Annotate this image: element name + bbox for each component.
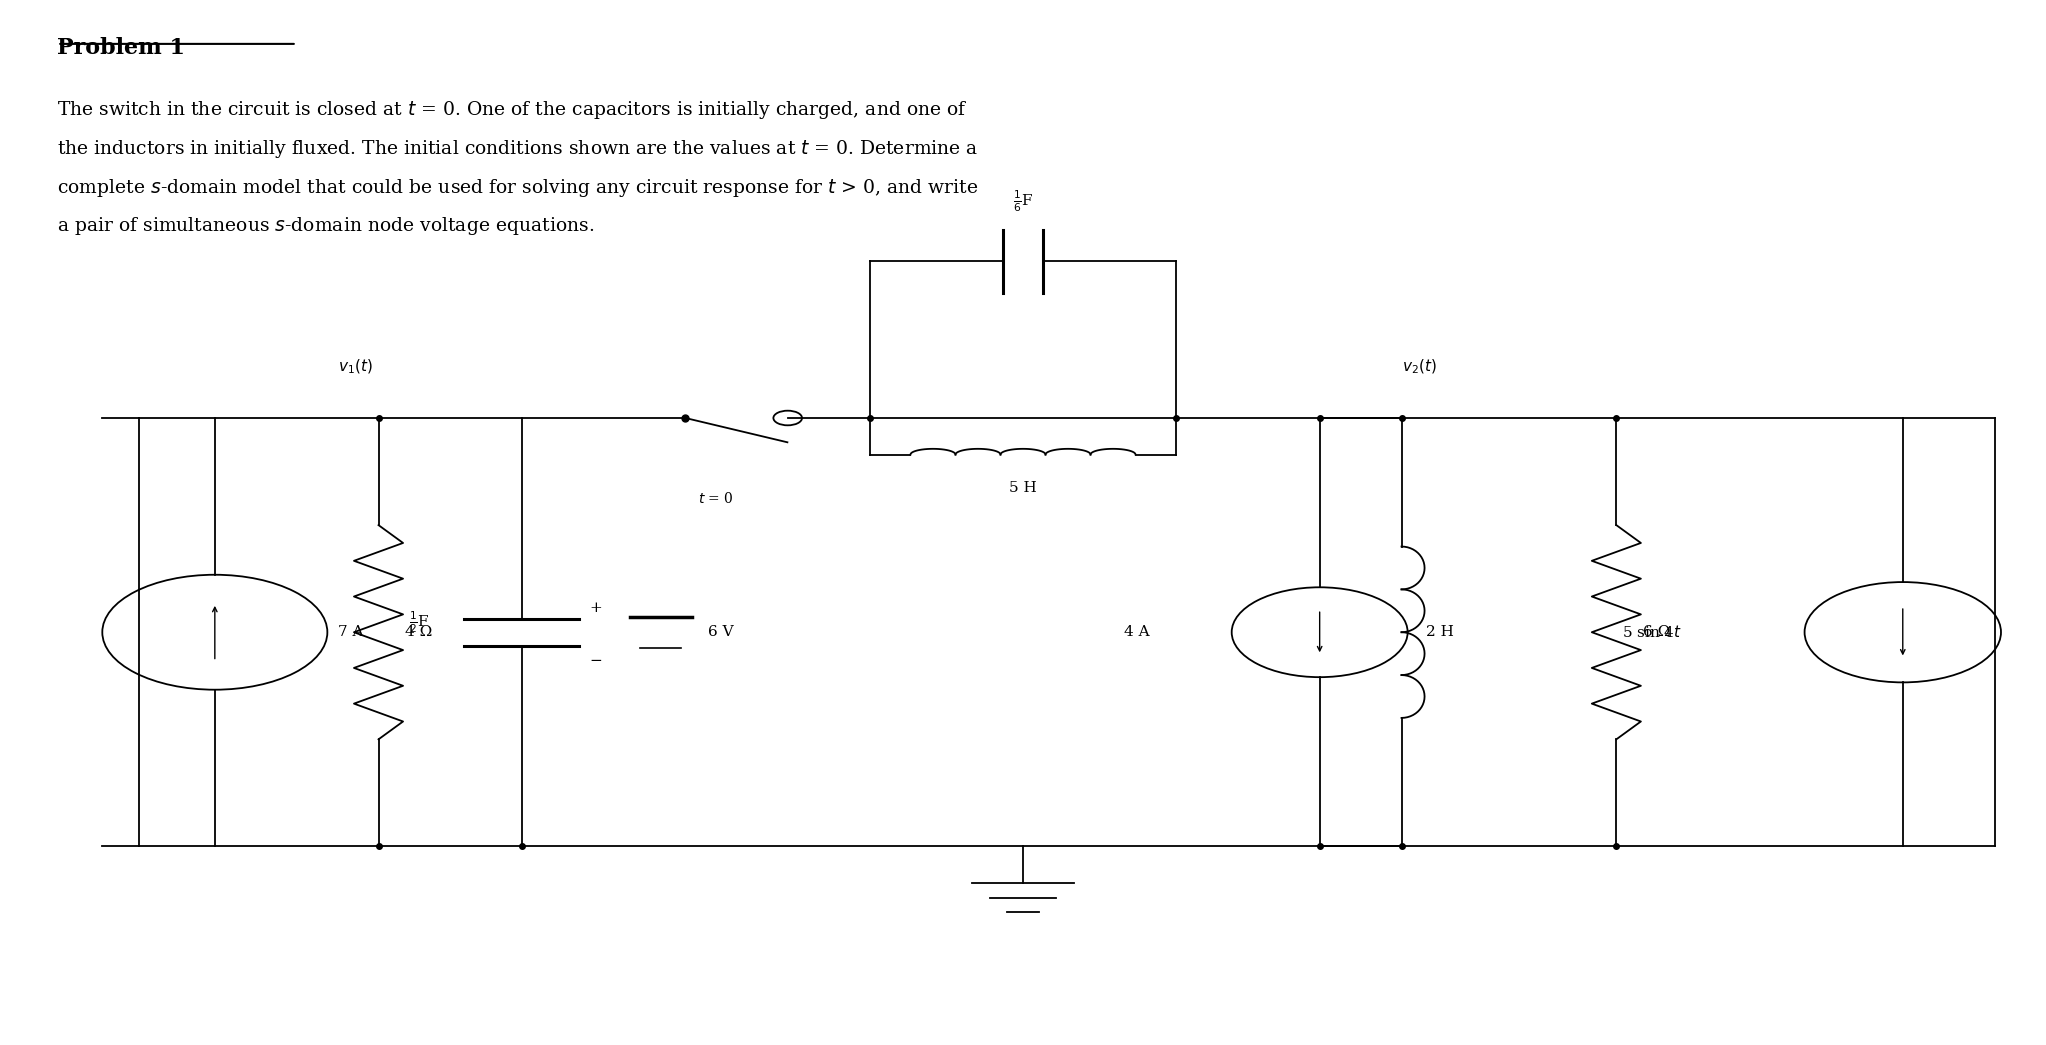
Text: complete $s$-domain model that could be used for solving any circuit response fo: complete $s$-domain model that could be … (57, 177, 978, 199)
Text: +: + (589, 601, 602, 616)
Text: $\frac{1}{6}$F: $\frac{1}{6}$F (1013, 189, 1033, 214)
Text: 5 H: 5 H (1009, 481, 1037, 494)
Text: 5 sin 4$t$: 5 sin 4$t$ (1622, 624, 1682, 641)
Text: 2 H: 2 H (1426, 625, 1455, 640)
Text: 6 Ω: 6 Ω (1643, 625, 1670, 640)
Text: $t$ = 0: $t$ = 0 (698, 491, 735, 506)
Text: −: − (589, 654, 602, 669)
Text: 4 A: 4 A (1123, 625, 1150, 640)
Text: $v_2(t)$: $v_2(t)$ (1402, 357, 1436, 376)
Text: 4 Ω: 4 Ω (405, 625, 432, 640)
Text: The switch in the circuit is closed at $t$ = 0. One of the capacitors is initial: The switch in the circuit is closed at $… (57, 99, 968, 121)
Text: 7 A: 7 A (338, 625, 362, 640)
Text: the inductors in initially fluxed. The initial conditions shown are the values a: the inductors in initially fluxed. The i… (57, 138, 978, 160)
Text: $\frac{1}{2}$F: $\frac{1}{2}$F (409, 609, 430, 634)
Text: 6 V: 6 V (708, 625, 735, 640)
Text: $v_1(t)$: $v_1(t)$ (338, 357, 372, 376)
Text: Problem 1: Problem 1 (57, 37, 186, 59)
Text: a pair of simultaneous $s$-domain node voltage equations.: a pair of simultaneous $s$-domain node v… (57, 215, 595, 237)
